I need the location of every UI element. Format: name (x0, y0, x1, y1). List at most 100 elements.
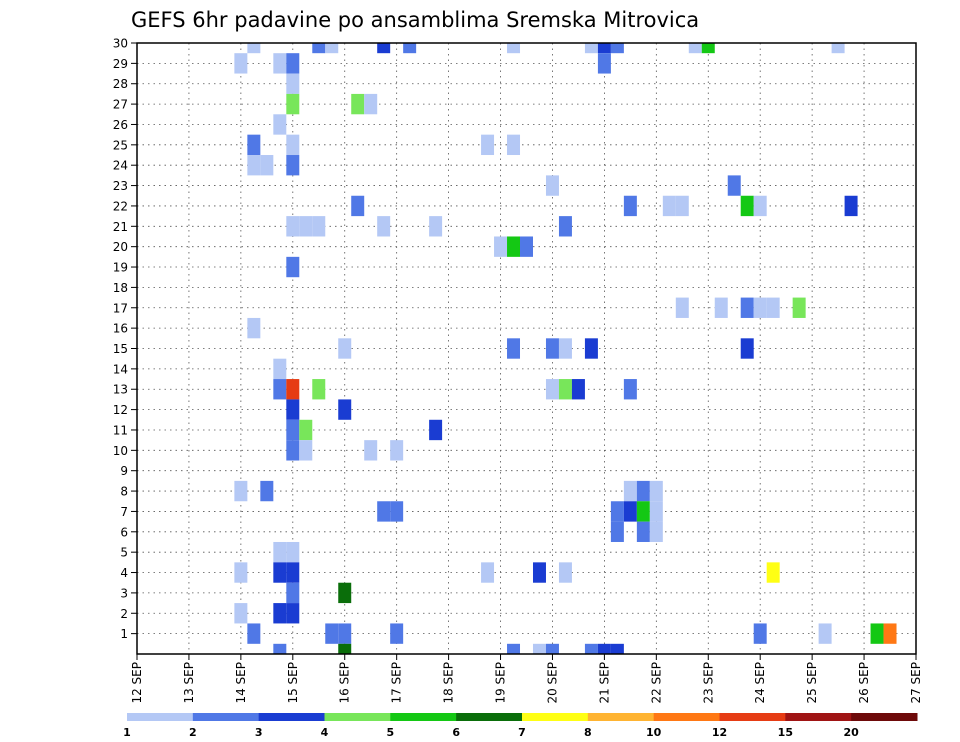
x-tick-label: 18 SEP (442, 662, 456, 704)
precip-cell (325, 43, 339, 54)
precip-cell (273, 379, 287, 400)
precip-cell (520, 236, 533, 257)
y-tick-label: 11 (113, 423, 128, 437)
precip-cell (558, 562, 572, 583)
x-tick-label: 20 SEP (545, 662, 559, 704)
precip-cell (623, 501, 637, 522)
y-axis-ticks: 1234567891011121314151617181920212223242… (113, 37, 137, 641)
precip-cell (247, 317, 261, 339)
y-tick-label: 24 (113, 159, 128, 173)
y-tick-label: 4 (120, 566, 128, 580)
precip-cell (662, 195, 676, 217)
precip-cell (571, 379, 585, 400)
precip-cell (299, 419, 313, 441)
precip-cell (312, 379, 326, 400)
precip-cell (338, 338, 352, 359)
precip-cell (260, 480, 274, 502)
y-tick-label: 19 (113, 261, 128, 275)
precip-cell (377, 216, 391, 237)
precip-cell (727, 175, 741, 196)
precip-cell (558, 338, 572, 359)
precip-cell (610, 501, 624, 522)
precip-cell (597, 43, 611, 54)
precip-cell (610, 643, 624, 654)
precip-cell (351, 195, 365, 217)
x-tick-label: 27 SEP (909, 662, 923, 704)
colorbar-label: 4 (321, 726, 329, 739)
precip-cell (403, 43, 417, 54)
colorbar-label: 1 (123, 726, 131, 739)
x-tick-label: 13 SEP (182, 662, 196, 704)
colorbar: 1 2 3 4 5 6 7 8 10 12 15 20 (123, 713, 918, 739)
precip-cell (532, 562, 546, 583)
precip-cell (584, 43, 598, 54)
precip-cell (286, 440, 300, 461)
precip-cell (338, 399, 352, 420)
precip-cell (273, 603, 287, 624)
x-tick-label: 16 SEP (338, 662, 352, 704)
precip-cell (623, 379, 637, 400)
precip-cell (286, 256, 300, 278)
y-tick-label: 23 (113, 179, 128, 193)
precip-cell (610, 43, 624, 54)
precip-cell (364, 440, 378, 461)
colorbar-swatch (653, 713, 720, 721)
y-tick-label: 12 (113, 403, 128, 417)
precip-cell (597, 53, 611, 74)
colorbar-swatch (192, 713, 260, 721)
y-tick-label: 25 (113, 138, 128, 152)
precip-cell (688, 43, 702, 54)
y-tick-label: 2 (120, 607, 128, 621)
precip-cell (623, 195, 637, 217)
precip-cell (714, 297, 728, 318)
x-tick-label: 24 SEP (753, 662, 767, 704)
y-tick-label: 14 (113, 362, 128, 376)
precip-cell (286, 582, 300, 604)
y-tick-label: 13 (113, 383, 128, 397)
x-tick-label: 14 SEP (234, 662, 248, 704)
precip-cell (247, 155, 261, 176)
colorbar-swatch (127, 713, 194, 721)
y-tick-label: 21 (113, 220, 128, 234)
colorbar-label: 10 (646, 726, 662, 739)
y-tick-label: 8 (120, 485, 128, 499)
y-tick-label: 20 (113, 240, 128, 254)
colorbar-swatch (258, 713, 325, 721)
precip-cell (338, 582, 352, 604)
x-tick-label: 12 SEP (130, 662, 144, 704)
precip-cell (286, 155, 300, 176)
colorbar-label: 5 (387, 726, 395, 739)
precip-cell (481, 134, 495, 156)
precip-cell (636, 521, 650, 542)
y-tick-label: 15 (113, 342, 128, 356)
precip-cell (273, 541, 287, 563)
colorbar-label: 3 (255, 726, 263, 739)
precip-cell (649, 501, 663, 522)
x-tick-label: 21 SEP (597, 662, 611, 704)
colorbar-label: 2 (189, 726, 197, 739)
x-tick-label: 15 SEP (286, 662, 300, 704)
precip-cell (247, 134, 261, 156)
precip-cell (584, 643, 598, 654)
y-tick-label: 29 (113, 57, 128, 71)
precip-cell (545, 338, 559, 359)
precip-cell (299, 440, 313, 461)
precip-cell (299, 216, 313, 237)
precip-cell (507, 643, 521, 654)
precip-cell (286, 73, 300, 94)
precip-cell (649, 521, 663, 542)
y-tick-label: 28 (113, 77, 128, 91)
colorbar-label: 8 (584, 726, 592, 739)
x-tick-label: 22 SEP (649, 662, 663, 704)
precip-cell (870, 623, 884, 644)
precip-cell (247, 623, 261, 644)
precip-cell (649, 480, 663, 502)
colorbar-swatch (390, 713, 457, 721)
precip-cell (364, 93, 378, 115)
precip-cell (753, 623, 767, 644)
colorbar-swatch (587, 713, 655, 721)
precip-cell (325, 623, 339, 644)
precip-cell (507, 236, 521, 257)
precip-cell (247, 43, 261, 54)
precip-cell (740, 195, 754, 217)
